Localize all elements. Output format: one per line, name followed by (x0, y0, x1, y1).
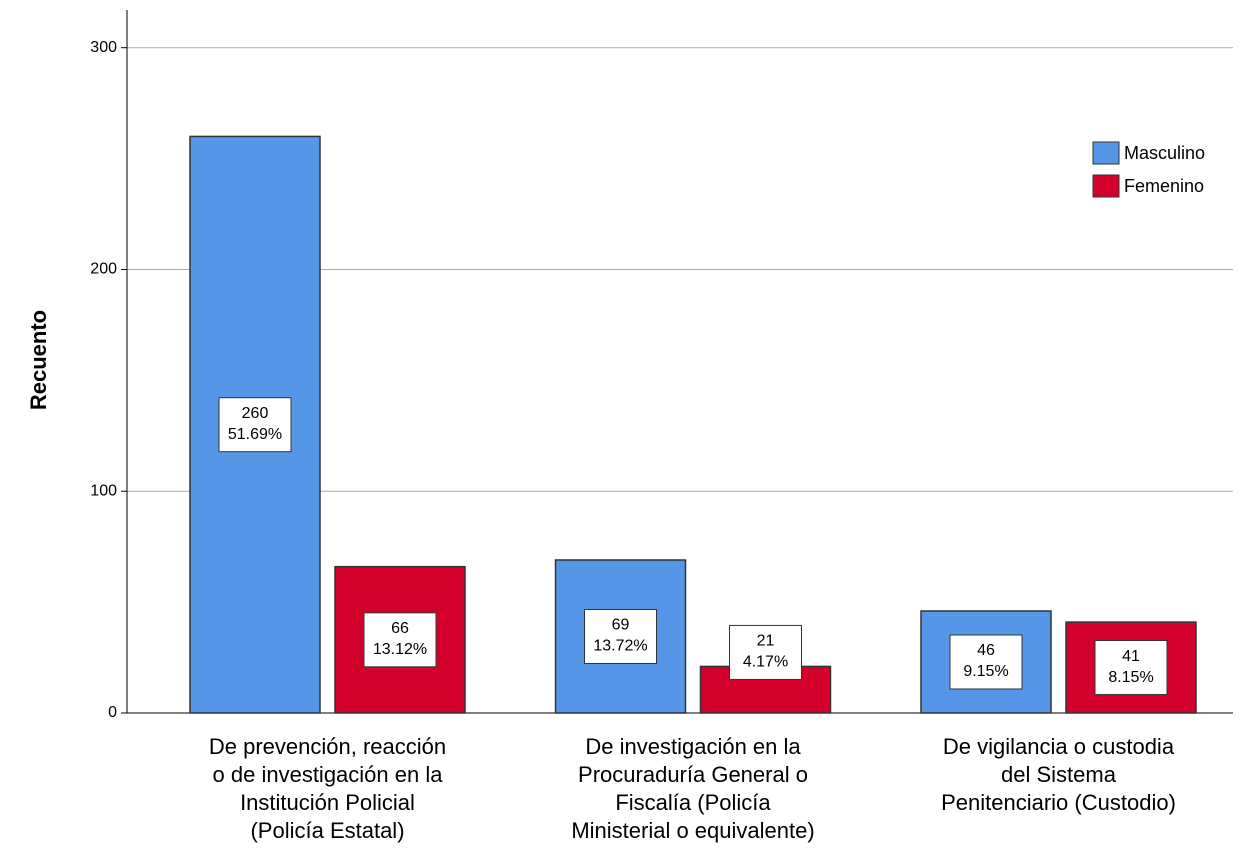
value-label: 69 (612, 617, 630, 634)
legend-label: Masculino (1124, 143, 1205, 163)
percent-label: 13.12% (373, 641, 427, 658)
value-label: 260 (242, 405, 269, 422)
x-tick-label: De vigilancia o custodia del Sistema Penit… (941, 734, 1176, 815)
value-label: 46 (977, 642, 995, 659)
y-axis-label: Recuento (26, 310, 51, 410)
value-label: 41 (1122, 648, 1140, 665)
percent-label: 4.17% (743, 654, 788, 671)
percent-label: 13.72% (593, 638, 647, 655)
y-tick-label: 200 (90, 261, 117, 278)
legend-swatch (1092, 174, 1120, 198)
legend-swatch (1092, 141, 1120, 165)
value-label: 66 (391, 620, 409, 637)
value-label-box (218, 397, 292, 453)
value-label-box (363, 612, 437, 668)
y-tick-label: 0 (108, 704, 117, 721)
percent-label: 51.69% (228, 426, 282, 443)
y-tick-label: 100 (90, 482, 117, 499)
x-tick-label: De prevención, reacción o de investigació… (209, 734, 446, 843)
bar (554, 559, 687, 714)
value-label-box (1094, 640, 1168, 696)
value-label-box (729, 624, 802, 680)
value-label: 21 (757, 633, 775, 650)
x-tick-label: De investigación en la Procuraduría Gener… (571, 734, 814, 843)
bar (189, 135, 321, 714)
percent-label: 9.15% (963, 663, 1008, 680)
value-label-box (584, 608, 657, 664)
value-label-box (949, 634, 1023, 690)
legend-label: Femenino (1124, 176, 1204, 196)
percent-label: 8.15% (1108, 669, 1153, 686)
y-tick-label: 300 (90, 39, 117, 56)
